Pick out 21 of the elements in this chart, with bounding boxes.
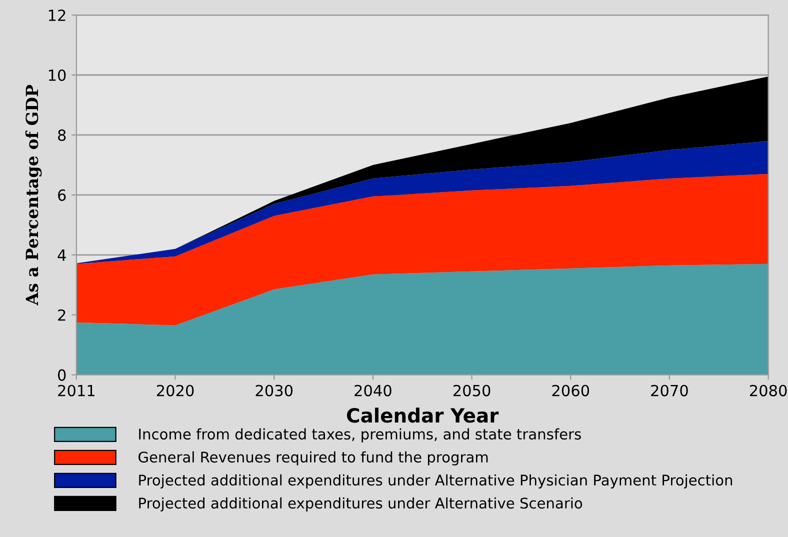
x-tick-label: 2030	[256, 384, 293, 396]
x-axis-title: Calendar Year	[346, 408, 499, 423]
x-tick-label: 2040	[354, 384, 392, 396]
x-tick-label: 2011	[58, 384, 94, 396]
legend-label: Projected additional expenditures under Alternative Physician Payment Projection	[139, 474, 732, 488]
y-tick-label: 0	[58, 369, 66, 381]
x-tick-label: 2060	[552, 384, 590, 396]
y-tick-label: 8	[58, 129, 66, 141]
y-tick-label: 4	[58, 250, 66, 261]
legend-label: Income from dedicated taxes, premiums, and state transfers	[139, 428, 581, 442]
y-tick-label: 10	[48, 69, 66, 82]
x-tick-label: 2020	[156, 384, 194, 396]
x-tick-label: 2080	[750, 384, 787, 396]
legend-label: Projected additional expenditures under Alternative Scenario	[139, 497, 582, 512]
x-tick-label: 2070	[651, 384, 688, 396]
y-tick-label: 12	[48, 10, 66, 21]
x-tick-label: 2050	[453, 384, 490, 396]
y-tick-label: 6	[58, 189, 66, 201]
y-tick-label: 2	[58, 309, 66, 321]
legend-label: General Revenues required to fund the program	[138, 451, 488, 466]
y-axis-title: As a Percentage of GDP	[25, 84, 42, 306]
